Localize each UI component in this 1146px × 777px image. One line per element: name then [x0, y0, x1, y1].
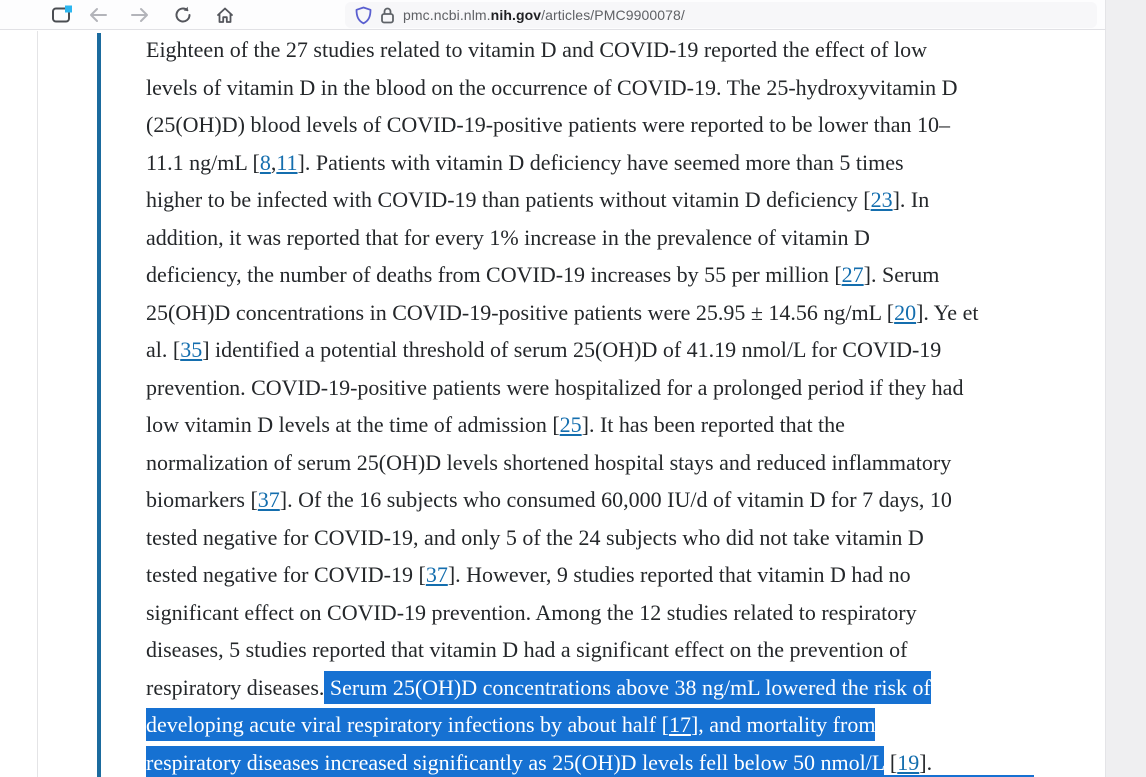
body-text: 25(OH)D concentrations in COVID-19-posit… [146, 299, 895, 325]
body-text: 11.1 ng/mL [ [146, 149, 260, 175]
paragraph-line: 25(OH)D concentrations in COVID-19-posit… [146, 294, 1071, 332]
paragraph-line: Eighteen of the 27 studies related to vi… [146, 31, 1071, 69]
body-text: prevention. COVID-19-positive patients w… [146, 374, 964, 400]
body-text: normalization of serum 25(OH)D levels sh… [146, 449, 952, 475]
citation-link[interactable]: 35 [180, 337, 203, 362]
citation-link[interactable]: 23 [870, 187, 893, 212]
body-text: ] identified a potential threshold of se… [202, 337, 942, 362]
paragraph-line: significant effect on COVID-19 preventio… [146, 594, 1071, 632]
body-text: tested negative for COVID-19 [ [146, 562, 426, 587]
citation-link[interactable]: 11 [276, 149, 298, 175]
body-text: ]. It has been reported that the [581, 412, 845, 437]
paragraph-line: developing acute viral respiratory infec… [146, 706, 1071, 744]
paragraph-line: normalization of serum 25(OH)D levels sh… [146, 444, 1071, 482]
section-accent-bar [97, 33, 101, 777]
body-text: ]. However, 9 studies reported that vita… [447, 562, 911, 587]
body-text: ]. Ye et [916, 299, 979, 325]
citation-link[interactable]: 37 [257, 487, 280, 512]
paragraph-line: levels of vitamin D in the blood on the … [146, 69, 1071, 107]
url-text[interactable]: pmc.ncbi.nlm.nih.gov/articles/PMC9900078… [403, 7, 685, 23]
paragraph-line: higher to be infected with COVID-19 than… [146, 181, 1071, 219]
body-text: (25(OH)D) blood levels of COVID-19-posit… [146, 112, 951, 137]
paragraph-line: respiratory diseases increased significa… [146, 744, 1071, 777]
selected-text: ], and mortality from [690, 708, 876, 741]
body-text: ]. Patients with vitamin D deficiency ha… [297, 149, 904, 175]
body-text: tested negative for COVID-19, and only 5… [146, 524, 924, 550]
paragraph-line: respiratory diseases. Serum 25(OH)D conc… [146, 669, 1071, 707]
selection-next-line-sliver [146, 775, 1034, 777]
url-bar[interactable]: pmc.ncbi.nlm.nih.gov/articles/PMC9900078… [345, 2, 1097, 28]
paragraph-line: deficiency, the number of deaths from CO… [146, 256, 1071, 294]
selected-text: developing acute viral respiratory infec… [146, 708, 669, 741]
citation-link[interactable]: 25 [559, 412, 582, 437]
body-text: ]. In [892, 187, 930, 212]
citation-link[interactable]: 17 [668, 708, 691, 741]
body-text: higher to be infected with COVID-19 than… [146, 187, 871, 212]
body-text: levels of vitamin D in the blood on the … [146, 74, 958, 100]
citation-link[interactable]: 27 [841, 262, 864, 287]
browser-toolbar: pmc.ncbi.nlm.nih.gov/articles/PMC9900078… [0, 0, 1105, 30]
article-paragraph: Eighteen of the 27 studies related to vi… [146, 31, 1071, 777]
paragraph-line: tested negative for COVID-19 [37]. Howev… [146, 556, 1071, 594]
body-text: [ [884, 749, 898, 775]
paragraph-line: (25(OH)D) blood levels of COVID-19-posit… [146, 106, 1071, 144]
citation-link[interactable]: 37 [425, 562, 448, 587]
paragraph-line: diseases, 5 studies reported that vitami… [146, 631, 1071, 669]
paragraph-line: al. [35] identified a potential threshol… [146, 331, 1071, 369]
body-text: ]. Of the 16 subjects who consumed 60,00… [279, 487, 952, 512]
selected-text: respiratory diseases increased significa… [146, 745, 885, 777]
sidebar-edge-divider [37, 31, 38, 777]
body-text: significant effect on COVID-19 preventio… [146, 599, 917, 625]
selected-text: Serum 25(OH)D concentrations above 38 ng… [324, 670, 931, 704]
citation-link[interactable]: 19 [897, 749, 920, 775]
tracking-shield-icon[interactable] [355, 6, 372, 25]
body-text: biomarkers [ [146, 487, 258, 512]
body-text: low vitamin D levels at the time of admi… [146, 412, 560, 437]
body-text: , [270, 149, 277, 175]
back-icon[interactable] [86, 3, 110, 27]
forward-icon[interactable] [128, 3, 152, 27]
citation-link[interactable]: 20 [894, 299, 917, 325]
paragraph-line: low vitamin D levels at the time of admi… [146, 406, 1071, 444]
body-text: ]. Serum [863, 262, 940, 287]
paragraph-line: prevention. COVID-19-positive patients w… [146, 369, 1071, 407]
home-icon[interactable] [213, 3, 237, 27]
body-text: al. [ [146, 337, 181, 362]
body-text: deficiency, the number of deaths from CO… [146, 262, 842, 287]
citation-link[interactable]: 8 [259, 149, 271, 175]
body-text: addition, it was reported that for every… [146, 224, 870, 250]
paragraph-line: biomarkers [37]. Of the 16 subjects who … [146, 481, 1071, 519]
paragraph-line: tested negative for COVID-19, and only 5… [146, 519, 1071, 557]
reload-icon[interactable] [171, 3, 195, 27]
scrollbar-gutter[interactable] [1105, 0, 1146, 777]
body-text: ]. [919, 749, 933, 775]
body-text: respiratory diseases. [146, 674, 325, 700]
https-lock-icon[interactable] [380, 6, 395, 24]
firefox-view-icon[interactable] [50, 3, 74, 27]
body-text: Eighteen of the 27 studies related to vi… [146, 37, 927, 62]
paragraph-line: addition, it was reported that for every… [146, 219, 1071, 257]
body-text: diseases, 5 studies reported that vitami… [146, 637, 908, 662]
paragraph-line: 11.1 ng/mL [8,11]. Patients with vitamin… [146, 144, 1071, 182]
